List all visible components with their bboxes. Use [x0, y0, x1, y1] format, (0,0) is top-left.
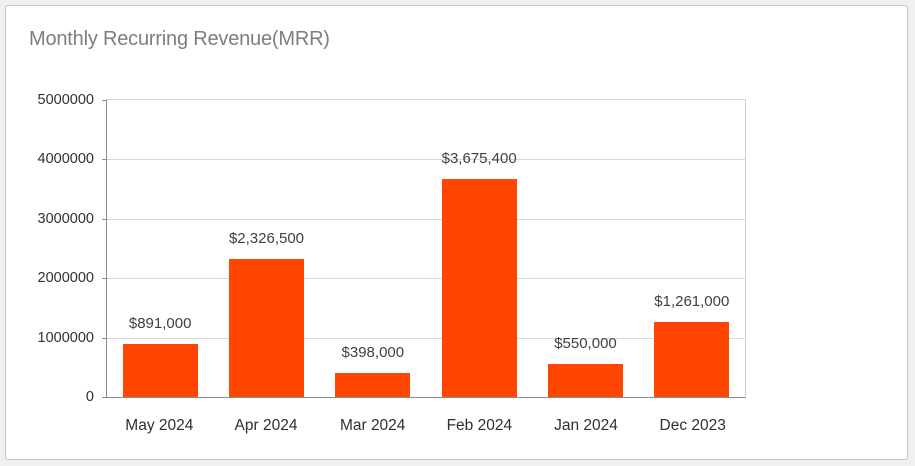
gridline	[107, 218, 745, 220]
y-axis-tick-mark	[102, 337, 106, 339]
y-axis-tick-label: 3000000	[37, 210, 94, 227]
y-axis-tick-mark	[102, 159, 106, 161]
y-axis-tick-mark	[102, 218, 106, 220]
chart-card: Monthly Recurring Revenue(MRR) $891,000 $…	[5, 5, 908, 460]
bar-slot: $3,675,400	[426, 100, 532, 397]
x-axis-tick-label: Feb 2024	[446, 417, 513, 434]
bar-chart: $891,000 $2,326,500 $398,000 $3,675,400 $550…	[6, 6, 907, 459]
x-axis-tick-label: Mar 2024	[339, 417, 406, 434]
gridline	[107, 278, 745, 280]
bar	[654, 322, 730, 397]
y-axis-tick-mark	[102, 397, 106, 398]
chart-title: Monthly Recurring Revenue(MRR)	[29, 28, 330, 50]
bar-slot: $891,000	[107, 100, 213, 397]
bar	[547, 364, 623, 397]
bar-value-label: $891,000	[128, 315, 192, 333]
bar-value-label: $398,000	[341, 344, 405, 362]
bar-slot: $2,326,500	[213, 100, 319, 397]
x-axis-tick-label: Dec 2023	[659, 417, 726, 434]
bar	[441, 178, 517, 397]
x-axis-tick-label: Jan 2024	[554, 417, 618, 434]
bar-value-label: $3,675,400	[441, 149, 517, 167]
bar-value-label: $550,000	[554, 335, 617, 353]
bars-row: $891,000 $2,326,500 $398,000 $3,675,400 $550…	[107, 100, 745, 397]
y-axis-tick-mark	[102, 100, 106, 101]
y-axis-tick-mark	[102, 278, 106, 280]
bar-value-label: $2,326,500	[228, 229, 305, 247]
bar	[228, 258, 304, 397]
bar-slot: $398,000	[320, 100, 426, 397]
x-axis-tick-label: May 2024	[125, 417, 194, 434]
y-axis-tick-label: 4000000	[37, 151, 94, 168]
bar-value-label: $1,261,000	[654, 293, 730, 311]
x-axis-tick-label: Apr 2024	[234, 417, 298, 434]
y-axis-tick-label: 1000000	[37, 329, 94, 346]
y-axis-tick-label: 5000000	[37, 92, 94, 108]
gridline	[107, 159, 745, 161]
bar	[335, 373, 411, 397]
y-axis-tick-label: 2000000	[37, 270, 94, 287]
bar-slot: $1,261,000	[639, 100, 745, 397]
bar	[122, 344, 198, 397]
x-axis: May 2024 Apr 2024 Mar 2024 Feb 2024 Jan 2024…	[106, 416, 746, 436]
gridline	[107, 337, 745, 339]
bar-slot: $550,000	[532, 100, 638, 397]
plot-area: $891,000 $2,326,500 $398,000 $3,675,400 $550…	[106, 99, 746, 398]
y-axis-tick-label: 0	[85, 389, 94, 405]
